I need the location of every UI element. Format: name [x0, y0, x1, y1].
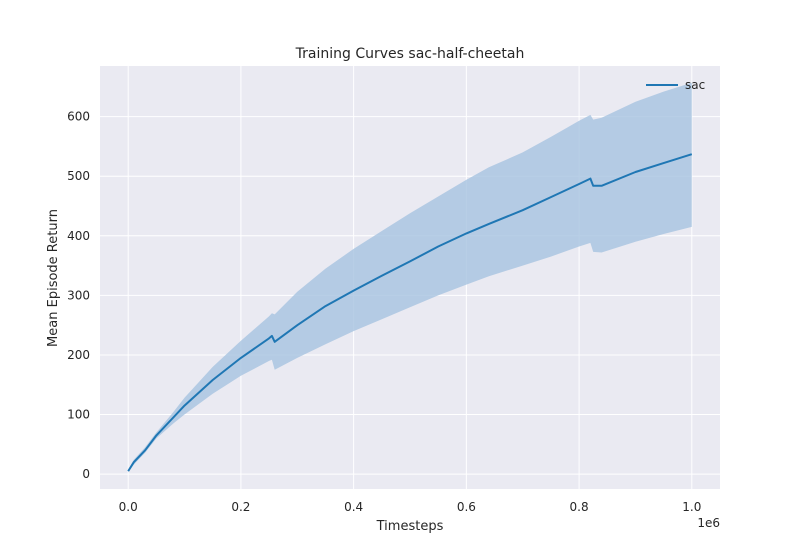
y-tick-labels: 0 100 200 300 400 500 600	[67, 110, 90, 481]
x-tick-label: 1.0	[682, 500, 701, 514]
y-axis-label: Mean Episode Return	[46, 209, 61, 347]
x-tick-label: 0.4	[344, 500, 363, 514]
legend-label-sac: sac	[685, 78, 705, 92]
chart-title: Training Curves sac-half-cheetah	[295, 46, 525, 62]
x-axis-label: Timesteps	[376, 519, 444, 534]
x-tick-label: 0.2	[231, 500, 250, 514]
y-tick-label: 100	[67, 408, 90, 422]
y-tick-label: 500	[67, 169, 90, 183]
y-tick-label: 400	[67, 229, 90, 243]
y-tick-label: 600	[67, 110, 90, 124]
sac-mean-line	[127, 153, 693, 472]
x-offset-label: 1e6	[697, 516, 720, 530]
x-tick-label: 0.6	[457, 500, 476, 514]
x-tick-label: 0.8	[570, 500, 589, 514]
sac-confidence-band	[128, 82, 692, 473]
y-tick-label: 0	[82, 467, 90, 481]
x-tick-label: 0.0	[119, 500, 138, 514]
x-tick-labels: 0.0 0.2 0.4 0.6 0.8 1.0	[119, 500, 702, 514]
y-tick-label: 200	[67, 348, 90, 362]
y-tick-label: 300	[67, 288, 90, 302]
legend: sac	[646, 78, 705, 92]
